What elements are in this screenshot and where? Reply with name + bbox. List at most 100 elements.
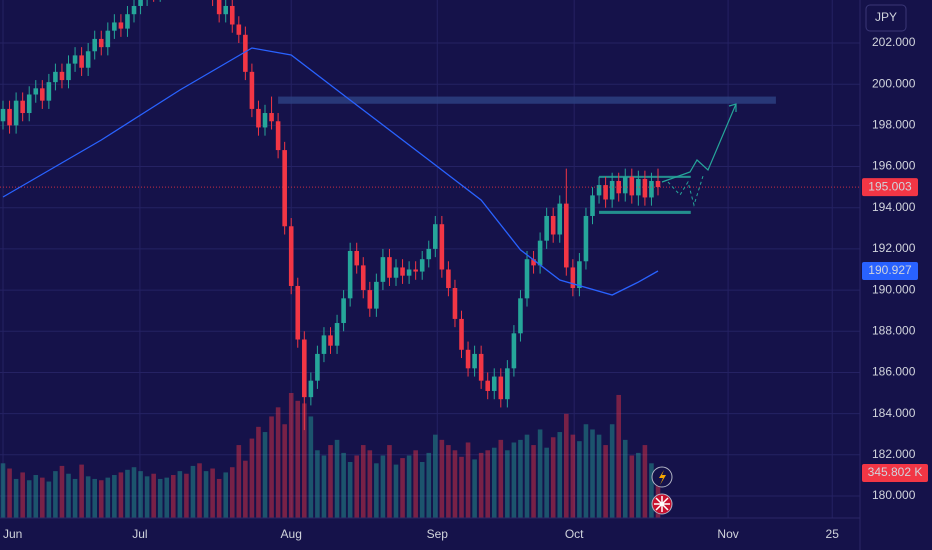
volume-bar [472,459,477,518]
candle-body [53,71,58,83]
volume-bar [334,439,340,518]
candle-body [295,285,301,340]
candle-body [636,178,641,196]
volume-bar [98,480,104,518]
candle-body [649,180,654,198]
volume-bar [649,463,654,518]
y-tick-label: 198.000 [872,118,916,132]
candle-body [367,290,373,309]
x-tick-label: Aug [281,527,302,541]
candle-body [236,24,242,35]
candle-body [26,94,32,114]
candle-body [406,269,412,276]
candle-body [622,176,628,194]
volume-bar [400,458,405,518]
candle-body [138,0,143,6]
volume-bar [564,413,569,518]
volume-label-box [862,463,928,482]
volume-bar [485,450,490,518]
candle-body [249,71,255,109]
candle-body [413,269,418,272]
volume-bar [223,472,229,518]
volume-bar [0,463,6,518]
volume-bar [465,442,471,518]
candle-body [426,248,432,260]
candle-body [321,335,327,354]
candle-body [7,108,12,126]
volume-pane [0,392,661,518]
volume-bar [518,439,523,518]
candle-body [13,100,19,126]
candle-body [511,333,517,369]
candle-body [40,88,45,101]
volume-bar [20,472,25,518]
candle-body [583,215,589,262]
y-tick-label: 200.000 [872,76,916,90]
volume-bar [138,471,143,518]
volume-bar [249,438,255,518]
x-tick-label: Jul [132,527,147,541]
volume-bar [524,434,530,518]
volume-bar [216,478,222,518]
y-tick-label: 190.000 [872,282,916,296]
candle-body [505,368,510,400]
volume-bar [609,424,615,518]
volume-bar [498,439,504,518]
candle-body [269,113,274,122]
price-pane [0,0,860,431]
volume-bar [387,445,392,518]
volume-bar [328,445,333,518]
volume-bar [92,478,98,518]
y-tick-label: 182.000 [872,447,916,461]
currency-box[interactable] [865,4,907,32]
volume-bar [190,465,196,518]
candle-body [0,108,6,122]
candle-body [478,353,484,381]
volume-bar [616,394,621,518]
price-label-box [862,178,918,197]
zone [599,210,691,214]
projection-arrow [661,103,737,183]
volume-bar [105,477,111,518]
volume-bar [583,424,589,518]
candle-body [302,339,307,398]
candle-body [380,257,386,282]
volume-bar [151,473,156,518]
candle-body [92,38,98,52]
candle-body [439,224,445,270]
volume-bar [256,426,261,518]
candle-body [544,215,549,241]
candle-body [537,240,543,266]
candle-body [498,376,504,400]
volume-bar [341,452,346,518]
candle-body [59,71,65,81]
candle-body [131,5,137,15]
volume-bar [459,456,464,518]
candle-body [334,323,340,346]
volume-bar [13,478,19,518]
candle-body [112,22,117,31]
volume-bar [426,452,432,518]
volume-bar [321,455,327,518]
volume-bar [531,445,536,518]
candle-body [282,150,287,227]
volume-bar [642,445,648,518]
volume-bar [295,400,301,518]
candle-body [85,51,91,68]
volume-bar [118,472,124,518]
candle-body [216,0,222,15]
volume-bar [302,403,307,518]
volume-bar [112,475,117,518]
volume-bar [367,450,373,518]
volume-bar [203,471,209,518]
volume-bar [557,432,563,518]
volume-bar [269,416,274,518]
y-tick-label: 188.000 [872,323,916,337]
volume-bar [7,468,12,518]
candle-body [609,180,615,200]
volume-bar [315,450,320,518]
candle-body [229,5,235,25]
volume-bar [40,477,45,518]
volume-bar [164,477,170,518]
